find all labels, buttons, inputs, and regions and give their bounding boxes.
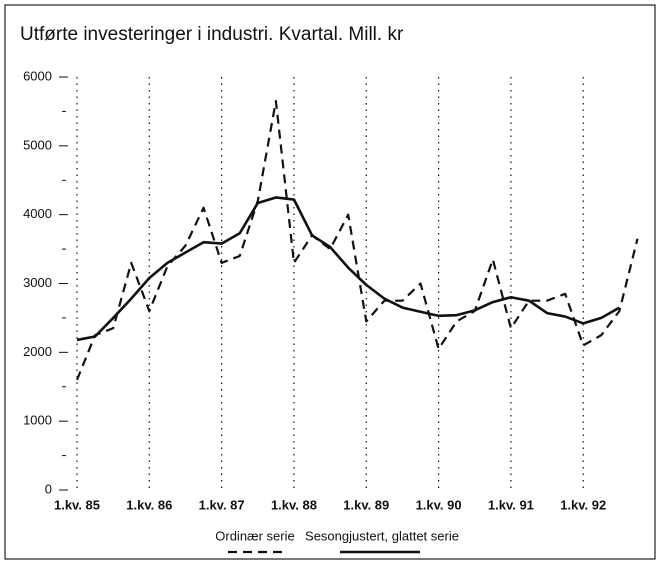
x-tick-label: 1.kv. 85 bbox=[54, 497, 100, 512]
y-tick-label: 4000 bbox=[23, 206, 52, 221]
y-tick-label: 2000 bbox=[23, 344, 52, 359]
x-tick-label: 1.kv. 92 bbox=[560, 497, 606, 512]
x-tick-label: 1.kv. 88 bbox=[271, 497, 317, 512]
series-line bbox=[76, 196, 621, 342]
frame bbox=[4, 4, 656, 560]
x-tick-label: 1.kv. 90 bbox=[416, 497, 462, 512]
series-line bbox=[75, 99, 639, 381]
x-tick-label: 1.kv. 91 bbox=[488, 497, 534, 512]
chart-title: Utførte investeringer i industri. Kvarta… bbox=[20, 24, 404, 45]
legend-label: Sesongjustert, glattet serie bbox=[305, 528, 459, 543]
x-tick-label: 1.kv. 86 bbox=[126, 497, 172, 512]
y-tick-label: 6000 bbox=[23, 68, 52, 83]
y-tick-label: 0 bbox=[45, 481, 52, 496]
y-tick-label: 1000 bbox=[23, 413, 52, 428]
legend-label: Ordinær serie bbox=[215, 528, 294, 543]
y-tick-label: 3000 bbox=[23, 275, 52, 290]
y-tick-label: 5000 bbox=[23, 137, 52, 152]
x-tick-label: 1.kv. 89 bbox=[343, 497, 389, 512]
x-tick-label: 1.kv. 87 bbox=[199, 497, 245, 512]
